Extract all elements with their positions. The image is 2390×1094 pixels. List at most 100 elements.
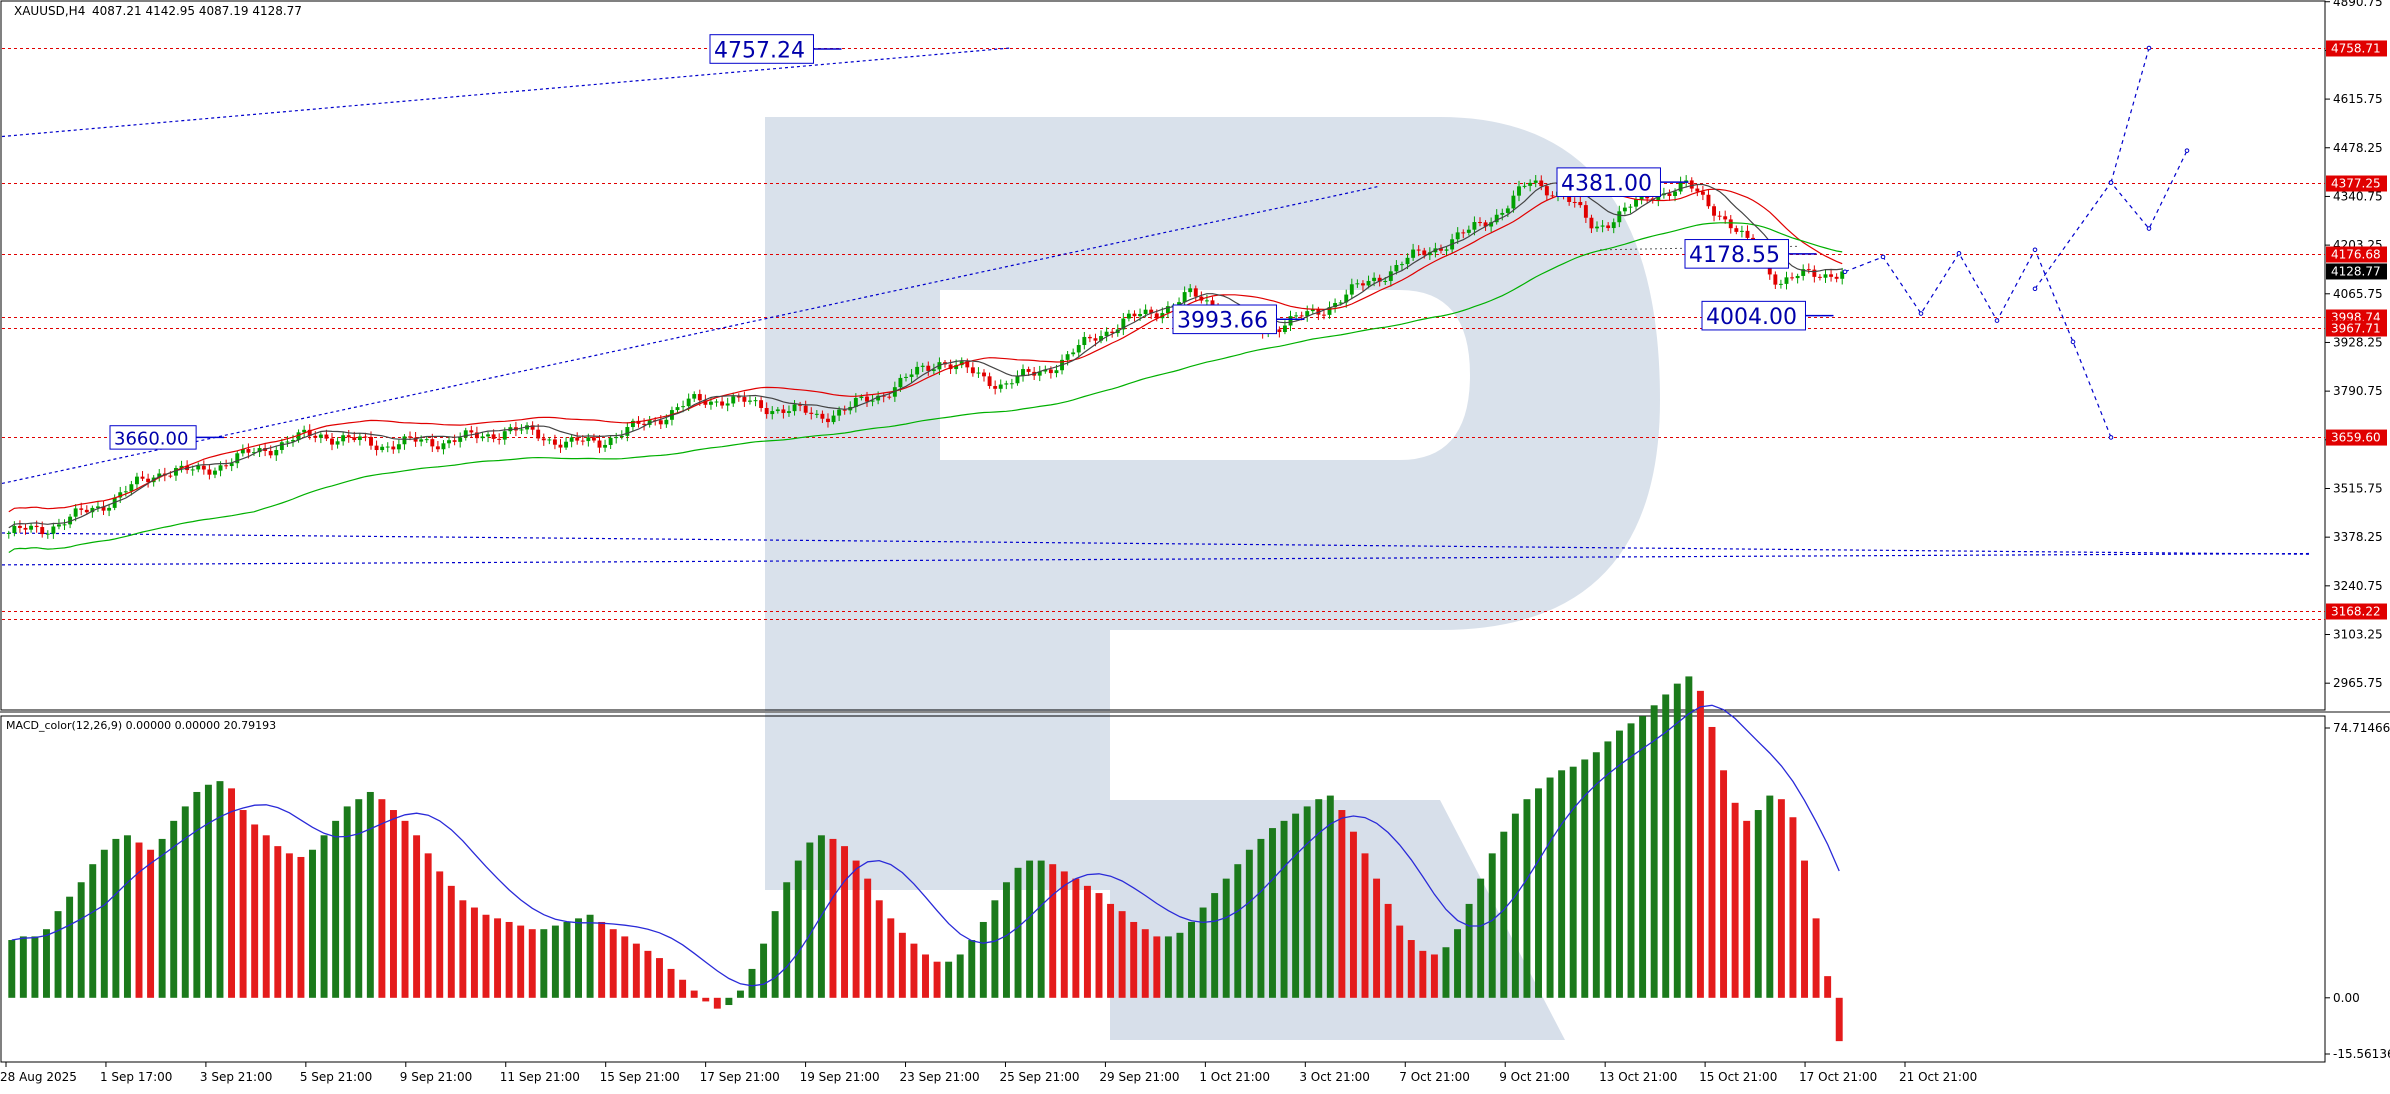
ma-fast-line [8,188,1843,513]
candle-body [380,446,385,451]
macd-bar [100,849,108,998]
candle-body [435,446,440,450]
macd-bar [123,835,131,998]
candle-body [1400,264,1404,266]
macd-bar [1026,860,1034,998]
candle-body [307,429,312,436]
candle-body [1416,249,1421,251]
macd-bar [1002,882,1010,998]
candle-body [1104,331,1109,337]
candle-body [1193,288,1198,297]
candle-body [541,438,546,441]
channel-line-a [1,532,2311,555]
level-price-tag [2326,320,2387,337]
macd-bar [135,842,143,998]
candle-body [1338,302,1343,304]
macd-bar [1685,676,1693,998]
candle-body [859,396,864,398]
macd-bar [482,914,490,998]
macd-bar [1708,726,1716,998]
macd-tick-label: 0.00 [2333,991,2360,1005]
candle-body [614,437,619,439]
macd-bar [922,954,929,998]
candle-body [569,437,574,442]
candle-body [1528,182,1533,186]
macd-bar [841,846,849,998]
macd-bar [852,860,860,998]
macd-bar [910,943,918,998]
candle-body [708,401,713,405]
candle-body [56,524,61,527]
macd-bar [494,918,502,998]
candle-body [642,423,647,425]
candle-body [1829,274,1834,277]
candle-body [703,400,708,405]
candle-body [190,469,195,471]
candle-body [1550,195,1555,197]
annotation-label: 4004.00 [1706,305,1797,330]
candle-body [1004,383,1009,385]
forecast-node [2032,247,2038,253]
level-price-label: 3967.71 [2331,321,2381,335]
candle-body [129,484,134,492]
candle-body [146,478,151,483]
candle-body [809,412,814,414]
macd-bar [1338,810,1346,998]
candle-body [357,436,362,441]
macd-bar [829,838,837,998]
macd-bar [887,918,895,998]
candle-body [168,475,173,477]
candle-body [107,507,112,511]
candle-body [1500,212,1505,215]
candle-body [998,384,1003,389]
candle-body [285,441,290,443]
candle-body [898,377,903,388]
candle-body [318,434,323,438]
candle-body [51,526,56,534]
forecast-node [2108,180,2114,185]
candle-body [1372,277,1377,281]
time-tick-label: 3 Oct 21:00 [1299,1070,1370,1084]
macd-bar [1164,936,1172,998]
macd-bar [1604,741,1612,998]
candle-body [201,465,206,470]
candle-body [268,450,273,456]
candle-body [1310,309,1315,312]
candle-body [1784,277,1789,284]
candle-body [157,473,162,478]
candle-body [1728,219,1733,229]
candle-body [770,411,775,415]
macd-bar [77,882,85,998]
time-tick-label: 3 Sep 21:00 [200,1070,272,1084]
candle-body [1054,370,1059,374]
annotation-label: 3660.00 [114,428,188,449]
macd-bar [1049,864,1057,998]
candle-body [502,431,507,440]
candle-body [296,432,301,441]
candle-body [1333,303,1338,308]
candle-body [1472,222,1477,230]
macd-bar [309,849,316,998]
candle-body [1204,300,1209,302]
candle-body [608,437,613,445]
watermark-shape [765,117,1660,890]
time-tick-label: 7 Oct 21:00 [1399,1070,1470,1084]
candle-body [714,401,719,403]
time-tick-label: 5 Sep 21:00 [300,1070,372,1084]
candle-body [1411,249,1416,258]
candle-body [1288,316,1293,326]
candle-body [1795,275,1800,279]
candle-body [820,413,825,419]
level-price-label: 4176.68 [2331,248,2381,262]
time-tick-label: 15 Oct 21:00 [1699,1070,1777,1084]
candle-body [1806,269,1811,271]
candle-body [1182,292,1187,303]
candle-body [826,418,830,423]
annotation-label: 4381.00 [1561,172,1652,197]
candle-body [140,476,145,479]
candle-body [1700,191,1705,195]
time-tick-label: 13 Oct 21:00 [1599,1070,1677,1084]
candle-body [1099,336,1103,341]
macd-bar [343,806,351,998]
candle-body [369,436,373,446]
